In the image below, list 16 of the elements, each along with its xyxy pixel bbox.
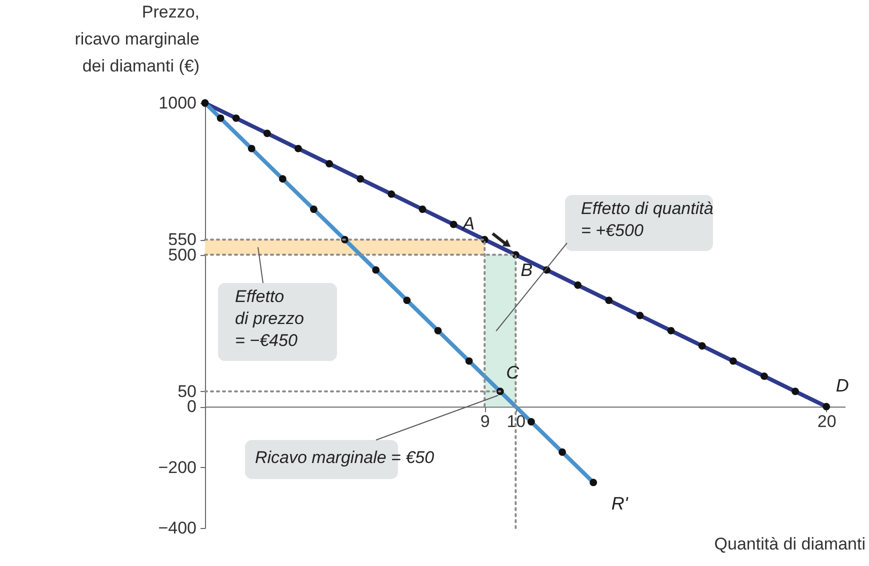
series-label: D <box>836 376 849 396</box>
x-tick-label: 9 <box>480 412 490 432</box>
x-tick-label: 20 <box>817 412 836 432</box>
y-axis-title: Prezzo, ricavo marginale dei diamanti (€) <box>74 2 200 76</box>
band-label: Effetto di quantità = +€500 <box>581 199 714 240</box>
annotation: C <box>506 362 520 382</box>
band-label: Effetto di prezzo = −€450 <box>235 287 304 350</box>
y-tick-label: −200 <box>158 458 196 477</box>
y-tick-label: 1000 <box>158 94 196 112</box>
series-label: R' <box>611 493 628 514</box>
x-tick-label: 10 <box>506 412 526 432</box>
annotation: B <box>520 260 533 280</box>
y-tick-label: −400 <box>158 518 196 538</box>
annotation: A <box>462 214 475 234</box>
x-axis-title: Quantità di diamanti <box>714 534 866 554</box>
annotation: Ricavo marginale = €50 <box>255 448 435 467</box>
